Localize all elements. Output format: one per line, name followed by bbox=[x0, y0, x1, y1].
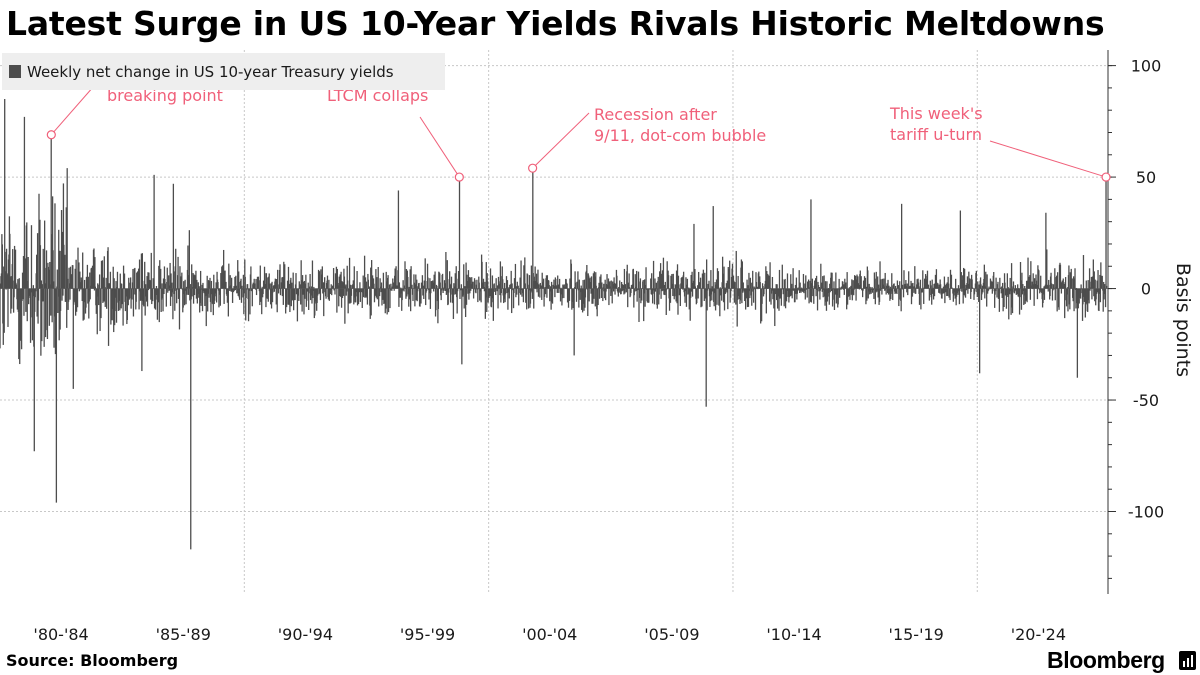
x-tick-label: '90-'94 bbox=[278, 625, 333, 644]
annotation-text: This week's bbox=[889, 104, 983, 123]
bloomberg-terminal-icon bbox=[1179, 651, 1196, 670]
x-tick-label: '00-'04 bbox=[522, 625, 577, 644]
bar-series bbox=[0, 99, 1108, 550]
annotation-leader bbox=[532, 112, 590, 169]
annotation-text: tariff u-turn bbox=[890, 125, 982, 144]
annotation-marker bbox=[454, 172, 464, 182]
annotation-marker bbox=[528, 163, 538, 173]
annotation-text: Recession after bbox=[594, 105, 717, 124]
x-tick-label: '95-'99 bbox=[400, 625, 455, 644]
x-tick-label: '10-'14 bbox=[766, 625, 821, 644]
x-tick-label: '80-'84 bbox=[33, 625, 88, 644]
y-tick-label: 0 bbox=[1141, 280, 1151, 299]
chart-title: Latest Surge in US 10-Year Yields Rivals… bbox=[6, 4, 1105, 43]
legend-box bbox=[2, 53, 445, 90]
x-tick-label: '85-'89 bbox=[156, 625, 211, 644]
x-tick-label: '20-'24 bbox=[1011, 625, 1066, 644]
y-tick-label: -50 bbox=[1133, 391, 1159, 410]
source-note: Source: Bloomberg bbox=[6, 651, 179, 670]
y-axis-title: Basis points bbox=[1172, 263, 1194, 377]
x-axis: '80-'84 '85-'89 '90-'94 '95-'99 '00-'04 '05-'… bbox=[33, 625, 1066, 644]
y-tick-label: 50 bbox=[1136, 168, 1156, 187]
annotation-marker bbox=[46, 130, 56, 140]
annotation-marker bbox=[1101, 172, 1111, 182]
y-axis: 100 50 0 -50 -100 Basis points bbox=[1107, 50, 1194, 594]
annotation-text: LTCM collaps bbox=[327, 86, 428, 105]
y-tick-label: 100 bbox=[1131, 57, 1162, 76]
legend: Weekly net change in US 10-year Treasury… bbox=[2, 53, 445, 90]
annotation-text: breaking point bbox=[107, 86, 223, 105]
y-tick-label: -100 bbox=[1128, 503, 1164, 522]
x-tick-label: '15-'19 bbox=[889, 625, 944, 644]
legend-label: Weekly net change in US 10-year Treasury… bbox=[27, 63, 394, 81]
bloomberg-logo: Bloomberg bbox=[1047, 647, 1165, 673]
annotation-leader bbox=[989, 140, 1107, 178]
x-tick-label: '05-'09 bbox=[644, 625, 699, 644]
annotation-text: 9/11, dot-com bubble bbox=[594, 126, 766, 145]
annotation-leader bbox=[419, 116, 460, 178]
legend-swatch bbox=[9, 65, 21, 78]
